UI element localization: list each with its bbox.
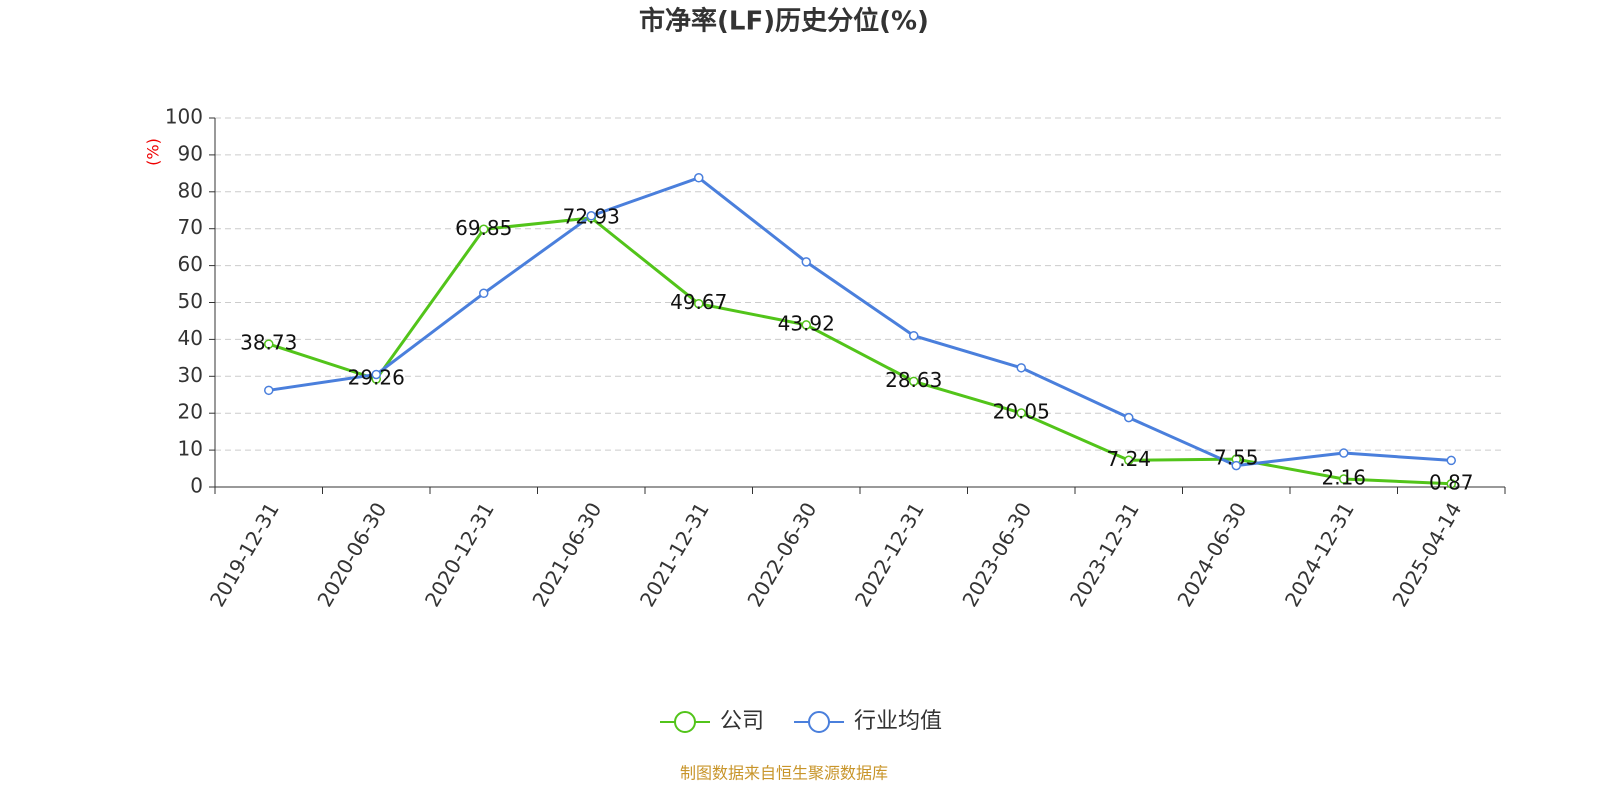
data-point [909, 376, 919, 387]
data-point [801, 320, 811, 330]
x-tick-label: 2025-04-14 [1387, 498, 1466, 611]
data-label: 43.92 [778, 311, 835, 335]
y-tick-label: 30 [178, 363, 203, 387]
data-point [1446, 479, 1456, 489]
x-tick-label: 2022-06-30 [742, 498, 821, 611]
data-point [1339, 448, 1349, 458]
data-point [1124, 455, 1134, 466]
series-line [268, 216, 1452, 486]
y-tick-label: 80 [178, 178, 203, 202]
data-label: 38.73 [240, 331, 297, 355]
data-point [1016, 408, 1026, 418]
data-point [694, 298, 704, 309]
x-tick-label: 2024-06-30 [1172, 498, 1251, 611]
data-point [1124, 412, 1134, 423]
data-point [479, 224, 489, 235]
data-label: 28.63 [885, 368, 942, 392]
x-tick-label: 2019-12-31 [205, 498, 284, 611]
data-point [1339, 474, 1349, 484]
data-point [909, 330, 919, 341]
y-axis-label: (%) [144, 138, 163, 166]
y-tick-label: 10 [178, 437, 203, 461]
data-point [1231, 460, 1241, 471]
chart-title: 市净率(LF)历史分位(%) [639, 6, 929, 37]
data-point [1446, 455, 1456, 466]
data-point [694, 173, 704, 183]
data-label: 20.05 [993, 400, 1050, 424]
series-line [268, 176, 1452, 468]
data-label: 7.24 [1106, 447, 1151, 471]
x-tick-label: 2021-06-30 [527, 498, 606, 611]
x-tick-label: 2023-12-31 [1065, 498, 1144, 611]
data-label: 2.16 [1321, 466, 1366, 490]
data-label: 49.67 [670, 290, 727, 314]
x-tick-label: 2020-12-31 [420, 498, 499, 611]
x-tick-label: 2024-12-31 [1280, 498, 1359, 611]
legend-marker [808, 711, 831, 733]
x-tick-label: 2020-06-30 [312, 498, 391, 611]
x-tick-label: 2021-12-31 [635, 498, 714, 611]
y-tick-label: 60 [178, 252, 203, 276]
data-point [586, 211, 596, 221]
data-point [1016, 363, 1026, 373]
y-tick-label: 90 [178, 141, 203, 165]
y-tick-label: 100 [165, 105, 203, 129]
y-tick-label: 20 [178, 400, 203, 424]
data-label: 69.85 [455, 216, 512, 240]
y-tick-label: 0 [190, 474, 203, 498]
data-label: 0.87 [1429, 470, 1474, 494]
data-point [264, 385, 274, 396]
source-note: 制图数据来自恒生聚源数据库 [680, 764, 888, 783]
y-tick-label: 40 [178, 326, 203, 350]
data-point [264, 339, 274, 349]
data-point [801, 257, 811, 267]
legend-label: 公司 [720, 709, 764, 734]
x-tick-label: 2023-06-30 [957, 498, 1036, 611]
x-tick-label: 2022-12-31 [850, 498, 929, 611]
y-tick-label: 50 [178, 289, 203, 313]
data-point [371, 369, 381, 380]
legend-label: 行业均值 [854, 709, 942, 734]
data-point [479, 288, 489, 299]
legend-marker [674, 711, 696, 733]
y-tick-label: 70 [178, 215, 203, 239]
